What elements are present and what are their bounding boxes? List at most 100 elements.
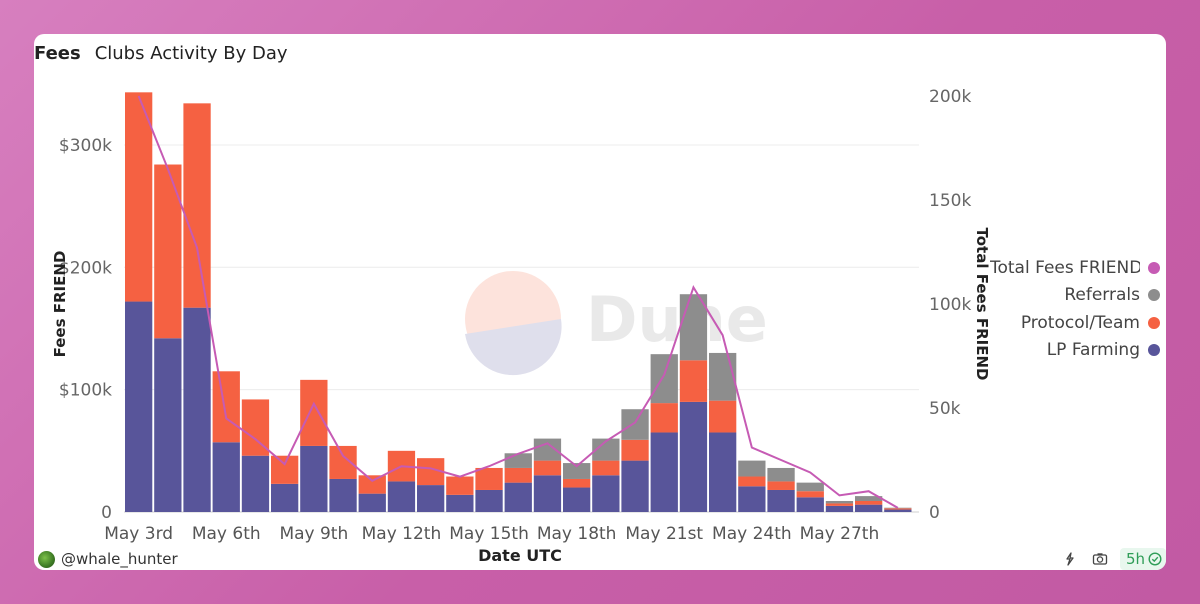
bar-lp-farming [329,478,357,512]
legend-item-total-fees[interactable]: Total Fees FRIEND [990,254,1160,282]
bar-lp-farming [125,301,153,512]
y2-tick-label: 50k [929,399,961,419]
y-tick-label: $200k [59,258,112,278]
bar-lp-farming [417,485,445,512]
bar-protocol-team [300,379,328,446]
author[interactable]: @whale_hunter [38,550,178,568]
bar-protocol-team [709,400,737,433]
y2-tick-label: 0 [929,503,940,523]
line-total-fees [137,95,899,509]
tab-bar: Fees Clubs Activity By Day [34,40,302,66]
bar-lp-farming [563,487,591,512]
legend-dot [1148,344,1160,357]
y-tick-label: $100k [59,381,112,401]
bar-lp-farming [679,401,708,512]
legend: Total Fees FRIEND Referrals Protocol/Tea… [990,254,1160,364]
bar-lp-farming [650,432,678,512]
bar-protocol-team [679,360,708,402]
bar-protocol-team [271,455,299,484]
x-tick-label: May 9th [279,524,348,544]
bar-protocol-team [504,467,532,483]
x-tick-label: May 18th [537,524,617,544]
bar-lp-farming [592,475,620,512]
bar-lp-farming [154,338,182,512]
fees-chart: 0 $100k $200k $300k 0 50k 100k 150k 200k Dune May … [51,87,991,565]
x-axis-title: Date UTC [478,546,562,565]
check-icon [1148,552,1162,566]
camera-icon[interactable] [1090,549,1110,569]
y2-tick-label: 100k [929,295,971,315]
bar-protocol-team [592,460,620,476]
bar-lp-farming [212,442,240,512]
refresh-age: 5h [1125,550,1145,568]
legend-label: Total Fees FRIEND [990,257,1140,278]
bar-protocol-team [563,478,591,488]
bar-lp-farming [446,494,474,512]
bar-protocol-team [154,164,182,339]
bar-lp-farming [533,475,562,512]
x-tick-label: May 3rd [104,524,173,544]
x-tick-label: May 27th [800,524,880,544]
bar-lp-farming [855,504,883,512]
embed-icon[interactable] [1060,549,1080,569]
bar-referrals [767,467,795,482]
bar-lp-farming [300,445,328,512]
x-tick-label: May 12th [362,524,442,544]
bar-protocol-team [884,508,912,510]
bar-lp-farming [884,509,912,512]
bar-protocol-team [796,491,824,498]
bar-lp-farming [387,481,416,512]
bar-lp-farming [183,307,211,512]
bar-referrals [738,460,766,477]
legend-label: Protocol/Team [1020,312,1140,333]
bar-protocol-team [358,475,386,494]
refresh-badge[interactable]: 5h [1119,548,1166,570]
bar-lp-farming [709,432,737,512]
bar-protocol-team [446,476,474,495]
chart-card: Fees Clubs Activity By Day 0 $100k $200k $3… [34,34,1166,570]
y-axis-title: Fees FRIEND [51,251,69,358]
bar-lp-farming [504,482,532,512]
bar-referrals [825,500,854,504]
avatar [38,550,55,568]
svg-text:Dune: Dune [586,283,768,356]
bar-referrals [650,354,678,404]
author-name: @whale_hunter [61,550,178,568]
legend-item-protocol-team[interactable]: Protocol/Team [990,309,1160,337]
bar-referrals [884,507,912,509]
bar-protocol-team [767,481,795,490]
tab-clubs-activity[interactable]: Clubs Activity By Day [94,42,288,64]
legend-label: LP Farming [1046,340,1140,361]
legend-item-lp-farming[interactable]: LP Farming [990,337,1160,365]
bar-protocol-team [475,467,503,490]
bar-lp-farming [621,460,649,512]
legend-dot [1148,261,1160,274]
x-tick-label: May 24th [712,524,792,544]
bar-referrals [592,438,620,461]
bar-lp-farming [796,497,824,512]
tab-fees[interactable]: Fees [34,42,81,64]
bar-protocol-team [212,371,240,443]
legend-label: Referrals [1064,285,1140,306]
bar-protocol-team [650,403,678,433]
bar-lp-farming [271,483,299,512]
bar-referrals [563,463,591,479]
bar-lp-farming [738,486,766,512]
x-tick-label: May 21st [625,524,703,544]
bar-referrals [796,482,824,492]
x-tick-label: May 6th [192,524,261,544]
bar-protocol-team [533,460,562,476]
watermark: Dune [465,271,768,376]
bar-protocol-team [825,503,854,506]
bar-lp-farming [767,489,795,512]
legend-item-referrals[interactable]: Referrals [990,282,1160,310]
bar-referrals [504,453,532,468]
footer-tools: 5h [1060,548,1166,570]
legend-dot [1148,289,1160,302]
bar-protocol-team [329,445,357,479]
bar-lp-farming [475,489,503,512]
y-tick-label: $300k [59,136,112,156]
bar-referrals [709,352,737,401]
bar-lp-farming [358,493,386,512]
bar-referrals [679,294,708,361]
